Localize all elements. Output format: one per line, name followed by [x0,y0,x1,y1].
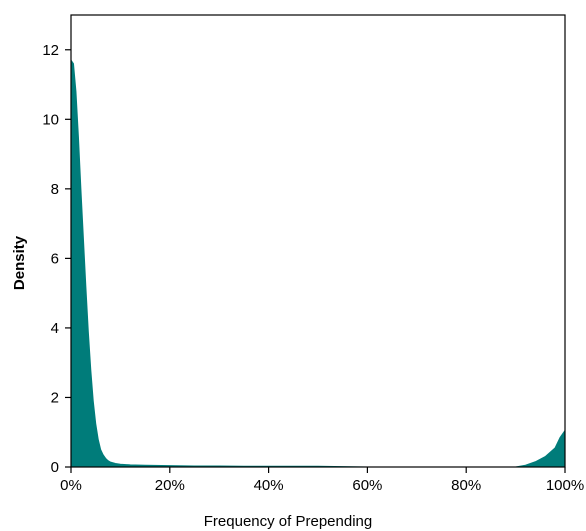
axes: 0% 20% 40% 60% 80% 100% 0 2 4 6 8 10 12 [42,14,584,494]
y-axis-title: Density [11,235,28,290]
x-tick-label: 100% [546,477,584,494]
y-tick-label: 0 [51,459,59,476]
plot-area [70,58,566,468]
y-tick-label: 6 [51,250,59,267]
x-tick-label: 80% [451,477,481,494]
plot-frame [70,14,566,468]
x-tick-label: 60% [352,477,382,494]
x-tick-label: 40% [254,477,284,494]
y-tick-label: 10 [42,111,59,128]
y-tick-label: 4 [51,320,59,337]
y-tick-label: 2 [51,389,59,406]
y-tick-label: 8 [51,181,59,198]
x-tick-label: 0% [60,477,82,494]
x-tick-label: 20% [155,477,185,494]
density-area-series-0 [70,58,566,468]
x-axis-title: Frequency of Prepending [204,513,372,530]
y-tick-label: 12 [42,42,59,59]
